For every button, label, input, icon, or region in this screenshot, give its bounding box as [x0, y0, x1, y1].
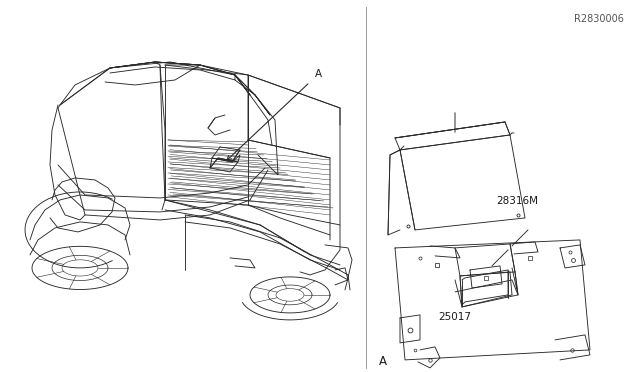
- Text: 28316M: 28316M: [496, 196, 538, 206]
- Text: A: A: [315, 69, 322, 79]
- Text: 25017: 25017: [438, 312, 472, 322]
- Text: A: A: [379, 355, 387, 368]
- Text: R2830006: R2830006: [574, 14, 624, 24]
